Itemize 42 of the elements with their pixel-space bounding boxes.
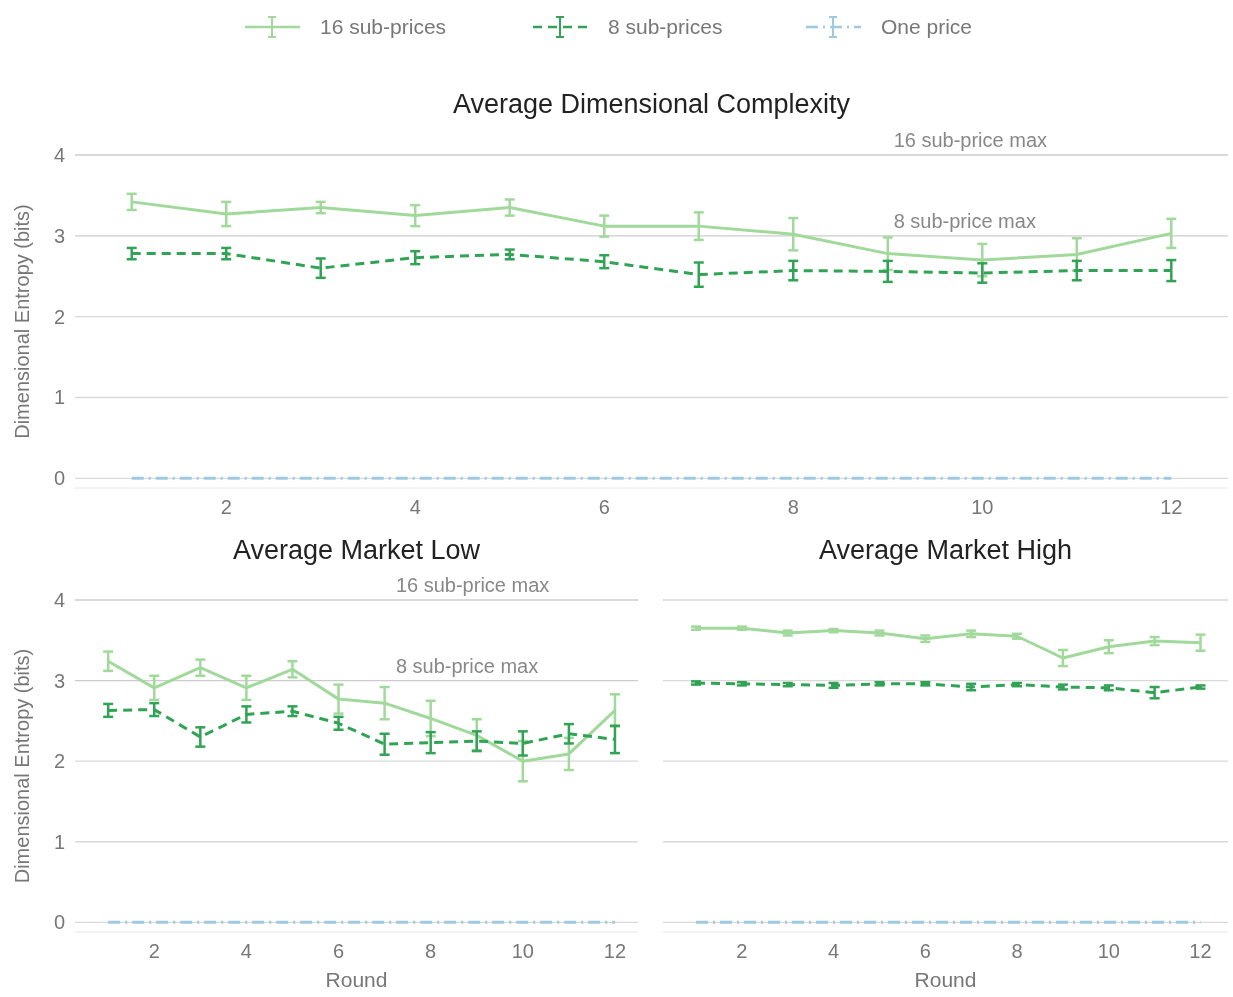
- x-tick-label: 4: [409, 496, 421, 518]
- y-tick-label: 1: [53, 386, 65, 409]
- x-tick-label: 12: [603, 940, 627, 962]
- y-axis-title: Dimensional Entropy (bits): [11, 204, 33, 439]
- x-tick-label: 6: [598, 496, 610, 518]
- x-axis-title: Round: [914, 968, 977, 991]
- x-tick-label: 2: [148, 940, 160, 962]
- x-tick-label: 6: [919, 940, 931, 962]
- legend-label: One price: [881, 15, 973, 38]
- y-axis-title: Dimensional Entropy (bits): [11, 648, 33, 884]
- x-tick-label: 12: [1189, 940, 1212, 962]
- y-tick-label: 0: [53, 911, 65, 934]
- x-tick-label: 4: [240, 940, 252, 962]
- ref-line-label: 16 sub-price max: [893, 129, 1048, 151]
- x-tick-label: 10: [971, 496, 994, 518]
- x-tick-label: 12: [1160, 496, 1183, 518]
- y-tick-label: 4: [53, 589, 65, 611]
- x-tick-label: 4: [828, 940, 840, 962]
- x-tick-label: 10: [1097, 940, 1120, 962]
- y-tick-label: 3: [53, 224, 65, 247]
- chart-title: Average Dimensional Complexity: [452, 89, 851, 119]
- legend-label: 8 sub-prices: [608, 15, 723, 38]
- ref-line-label: 16 sub-price max: [395, 574, 550, 596]
- x-tick-label: 6: [332, 940, 345, 962]
- chart-title: Average Market Low: [232, 535, 481, 565]
- y-tick-label: 3: [53, 669, 65, 692]
- legend-label: 16 sub-prices: [320, 15, 447, 38]
- y-tick-label: 2: [53, 750, 65, 773]
- y-tick-label: 1: [53, 830, 65, 853]
- chart-title: Average Market High: [818, 535, 1073, 565]
- x-tick-label: 2: [736, 940, 748, 962]
- x-axis-title: Round: [325, 968, 388, 991]
- y-tick-label: 0: [53, 467, 65, 490]
- y-tick-label: 2: [53, 305, 65, 328]
- ref-line-label: 8 sub-price max: [395, 654, 539, 677]
- y-tick-label: 4: [53, 144, 65, 166]
- x-tick-label: 8: [1011, 940, 1023, 962]
- x-tick-label: 10: [511, 940, 534, 962]
- x-tick-label: 8: [787, 496, 799, 518]
- x-tick-label: 8: [425, 940, 437, 962]
- x-tick-label: 2: [220, 496, 232, 518]
- ref-line-label: 8 sub-price max: [893, 209, 1036, 232]
